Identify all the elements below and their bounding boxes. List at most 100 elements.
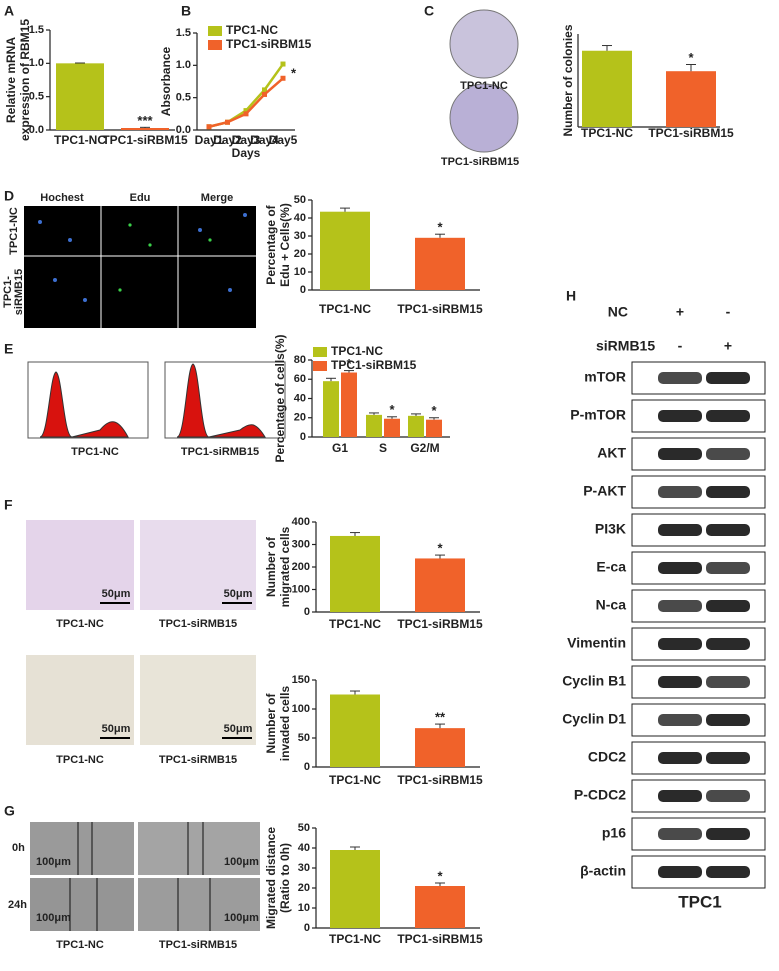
x-tick-label: G2/M [410,441,439,455]
significance: * [437,220,443,235]
panel-letter: A [4,3,14,19]
row-label: 0h [12,842,25,854]
blot-band [658,752,702,764]
blot-band [658,410,702,422]
blot-band [706,752,750,764]
panel-letter: C [424,3,434,19]
blot-band [658,600,702,612]
micrograph [138,878,260,931]
y-tick-label: 1.0 [176,59,191,71]
image-caption: TPC1-NC [71,446,119,458]
significance: * [346,356,352,371]
y-tick-label: 100 [292,703,310,715]
protein-label: Cyclin B1 [562,673,626,689]
x-tick-label: TPC1-siRBM15 [397,773,483,787]
bar [330,850,380,928]
histogram-frame [27,361,149,439]
scale-label: 50μm [102,588,131,600]
histogram-peak [39,371,129,438]
bar [415,558,465,612]
micrograph [26,655,134,745]
image-caption: TPC1-siRBM15 [441,156,519,168]
significance: *** [137,113,153,128]
bar [56,63,104,131]
protein-label: p16 [602,825,626,841]
y-tick-label: 0 [304,606,310,618]
condition-value: - [678,338,683,354]
protein-label: E-ca [596,559,626,575]
x-tick-label: Day1 [195,133,224,147]
y-tick-label: 30 [294,230,306,242]
point [262,87,267,93]
y-tick-label: 40 [298,842,310,854]
y-axis-label: Absorbance [159,47,173,117]
point [243,111,249,117]
significance: * [431,403,437,418]
blot-band [658,790,702,802]
micrograph [30,878,134,931]
blot-band [706,676,750,688]
y-axis-label: migrated cells [278,526,292,607]
micrograph [26,520,134,610]
protein-label: P-AKT [583,483,626,499]
blot-band [706,828,750,840]
blot-band [706,638,750,650]
x-tick-label: TPC1-siRBM15 [397,302,483,316]
y-tick-label: 0 [304,761,310,773]
x-tick-label: TPC1-siRBM15 [648,126,734,140]
x-axis-label: Days [232,146,261,160]
x-tick-label: TPC1-NC [329,773,381,787]
y-tick-label: 1.5 [176,27,191,39]
point [206,124,212,130]
row-label: siRMB15 [13,269,25,315]
x-tick-label: TPC1-NC [329,617,381,631]
y-tick-label: 20 [298,882,310,894]
condition-value: - [726,304,731,320]
blot-band [658,638,702,650]
scale-label: 100μm [36,856,71,868]
histogram-frame [164,361,286,439]
y-axis-label: Relative mRNA [4,37,18,123]
line [208,77,284,128]
protein-label: P-CDC2 [574,787,626,803]
image-caption: TPC1-siRMB15 [181,446,259,458]
y-tick-label: 1.0 [29,57,44,69]
point [225,119,230,125]
x-tick-label: G1 [332,441,348,455]
column-label: Edu [130,192,151,204]
condition-label: NC [608,304,628,320]
condition-value: + [676,304,684,320]
y-tick-label: 60 [294,373,306,385]
blot-band [706,486,750,498]
blot-band [706,600,750,612]
protein-label: AKT [597,445,626,461]
blot-band [706,790,750,802]
y-tick-label: 1.5 [29,24,44,36]
legend-label: TPC1-NC [226,23,278,37]
bar [384,418,400,437]
micrograph [140,520,256,610]
y-tick-label: 0 [304,922,310,934]
y-tick-label: 40 [294,392,306,404]
y-tick-label: 40 [294,212,306,224]
colony-dish [449,83,519,153]
condition-value: + [724,338,732,354]
y-tick-label: 0.5 [176,92,191,104]
micrograph [24,206,256,328]
protein-label: β-actin [580,863,626,879]
legend-label: TPC1-NC [331,344,383,358]
line [208,63,285,128]
bar [330,535,380,612]
blot-band [658,562,702,574]
y-axis-label: Number of [264,536,278,597]
scale-label: 100μm [36,912,71,924]
x-tick-label: TPC1-siRBM15 [397,932,483,946]
image-caption: TPC1-siRMB15 [159,754,237,766]
image-caption: TPC1-NC [56,939,104,951]
panel-letter: E [4,341,13,357]
significance: * [437,868,443,883]
bar [323,381,339,437]
protein-label: Cyclin D1 [562,711,626,727]
panel-letter: B [181,3,191,19]
